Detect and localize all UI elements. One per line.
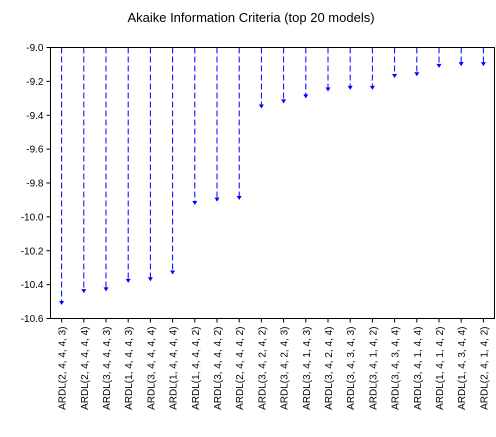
category-label: ARDL(3, 4, 2, 4, 2) [257,327,268,410]
y-tick-label: -9.2 [26,77,44,88]
category-label: ARDL(3, 4, 1, 4, 4) [413,327,424,410]
category-label: ARDL(3, 4, 4, 4, 2) [213,327,224,410]
category-label: ARDL(3, 4, 4, 4, 4) [146,327,157,410]
category-label: ARDL(3, 4, 3, 4, 3) [346,327,357,410]
bar-arrowhead [347,85,353,90]
bar-arrowhead [81,289,87,294]
bar-arrowhead [192,201,198,206]
bar-arrowhead [392,73,398,78]
category-label: ARDL(2, 4, 4, 4, 4) [80,327,91,410]
bar-arrowhead [436,63,442,68]
category-label: ARDL(1, 4, 3, 4, 4) [457,327,468,410]
plot-frame [50,47,495,319]
category-label: ARDL(3, 4, 4, 4, 3) [102,327,113,410]
category-label: ARDL(3, 4, 3, 4, 4) [391,327,402,410]
category-label: ARDL(2, 4, 4, 4, 2) [235,327,246,410]
bar-arrowhead [170,270,176,275]
category-label: ARDL(3, 4, 2, 4, 4) [324,327,335,410]
bar-arrowhead [480,62,486,67]
category-label: ARDL(2, 4, 4, 4, 3) [58,327,69,410]
bar-arrowhead [258,104,264,109]
y-tick-label: -9.0 [26,43,44,54]
bar-arrowhead [414,72,420,77]
category-label: ARDL(3, 4, 1, 4, 2) [368,327,379,410]
bar-arrowhead [125,278,131,283]
y-tick-label: -10.2 [21,246,44,257]
bar-arrowhead [458,62,464,67]
bar-arrowhead [147,277,153,282]
x-axis-labels: ARDL(2, 4, 4, 4, 3) ARDL(2, 4, 4, 4, 4) AR… [58,318,490,410]
bar-arrowhead [303,94,309,99]
bar-arrowhead [281,99,287,104]
bar-arrowhead [214,197,220,202]
y-tick-label: -10.0 [21,212,44,223]
category-label: ARDL(3, 4, 1, 4, 3) [302,327,313,410]
y-tick-label: -9.4 [26,111,44,122]
bar-arrowhead [369,85,375,90]
category-label: ARDL(3, 4, 2, 4, 3) [280,327,291,410]
y-tick-label: -9.6 [26,145,44,156]
y-tick-label: -9.8 [26,179,44,190]
category-label: ARDL(1, 4, 4, 4, 3) [124,327,135,410]
bar-arrowhead [59,300,65,305]
bar-series [59,47,486,305]
category-label: ARDL(1, 4, 4, 4, 4) [169,327,180,410]
y-axis: -9.0 -9.2 -9.4 -9.6 -9.8 -10.0 -10.2 -10.4 -10.6 [21,43,51,325]
category-label: ARDL(1, 4, 4, 4, 2) [191,327,202,410]
bar-arrowhead [236,195,242,200]
chart-title: Akaike Information Criteria (top 20 mode… [127,10,374,25]
bar-arrowhead [325,87,331,92]
bar-arrowhead [103,287,109,292]
category-label: ARDL(1, 4, 1, 4, 2) [435,327,446,410]
y-tick-label: -10.4 [21,280,44,291]
y-tick-label: -10.6 [21,314,44,325]
category-label: ARDL(2, 4, 1, 4, 2) [479,327,490,410]
